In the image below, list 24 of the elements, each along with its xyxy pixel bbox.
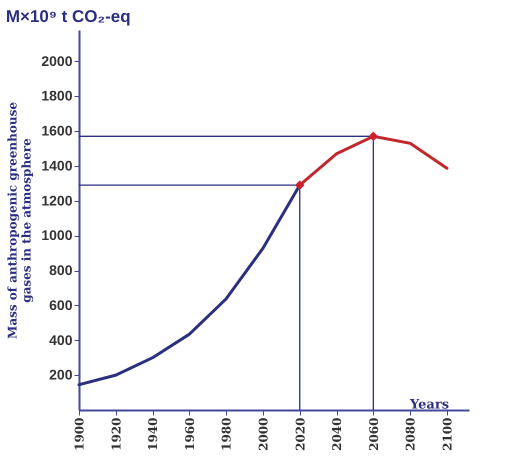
x-axis-title: Years — [408, 398, 450, 412]
x-tick-label: 2020 — [293, 418, 308, 451]
x-tick-label: 2080 — [404, 418, 418, 451]
x-tick-label: 1940 — [146, 418, 160, 451]
y-tick-label: 400 — [49, 332, 73, 348]
x-tick-label: 1920 — [109, 418, 124, 451]
x-tick-label: 2100 — [440, 418, 454, 451]
y-tick-label: 1800 — [41, 88, 73, 104]
y-tick-label: 1200 — [41, 192, 73, 208]
y-tick-label: 1600 — [41, 122, 73, 139]
x-tick-label: 1900 — [72, 418, 86, 451]
x-tick-label: 1960 — [182, 418, 197, 451]
x-tick-label: 2040 — [330, 418, 344, 451]
y-tick-label: 2000 — [41, 52, 73, 69]
y-tick-label: 1400 — [41, 157, 73, 174]
y-tick-label: 800 — [49, 262, 73, 278]
y-tick-label: 1000 — [41, 227, 73, 244]
y-tick-label: 600 — [49, 296, 73, 313]
x-tick-label: 1980 — [220, 418, 234, 451]
y-axis-title: Mass of anthropogenic greenhouse gases in the atmosphere — [5, 102, 34, 339]
x-tick-label: 2000 — [256, 418, 270, 451]
y-tick-label: 200 — [49, 366, 73, 383]
chart-title: M×10⁹ t CO₂-eq — [6, 7, 131, 26]
x-tick-label: 2060 — [366, 418, 381, 451]
